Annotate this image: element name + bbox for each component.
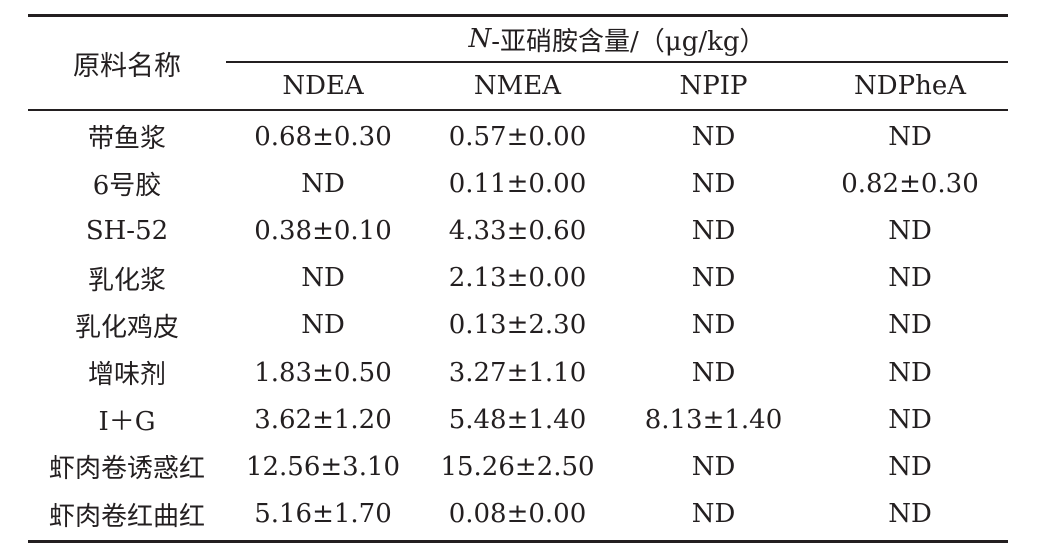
table-cell: 12.56±3.10: [245, 451, 401, 482]
row-name: 虾肉卷诱惑红: [48, 454, 205, 485]
row-name: 乳化鸡皮: [74, 312, 179, 343]
row-name: 虾肉卷红曲红: [48, 501, 205, 532]
group-title-italic: N: [468, 24, 492, 54]
table-cell: ND: [888, 451, 932, 482]
table-cell: ND: [691, 215, 736, 246]
table-cell: 4.33±0.60: [448, 215, 587, 246]
table-row: 虾肉卷红曲红 5.16±1.70 0.08±0.00 ND ND: [28, 491, 1008, 538]
table-cell: 0.11±0.00: [448, 168, 587, 199]
data-table: 原料名称 N -亚硝胺含量/（μg/kg） NDEA NMEA NPIP NDPh…: [28, 14, 1008, 543]
row-name: SH-52: [85, 215, 169, 246]
table-cell: ND: [888, 357, 932, 388]
table-cell: ND: [301, 168, 345, 199]
row-name: 6号胶: [92, 171, 162, 202]
table-row: 乳化鸡皮 ND 0.13±2.30 ND ND: [28, 302, 1008, 349]
table-cell: ND: [888, 121, 932, 152]
column-header: NMEA: [473, 71, 562, 101]
table-cell: ND: [691, 168, 736, 199]
table-cell: 5.16±1.70: [254, 499, 392, 530]
table-cell: ND: [888, 499, 932, 530]
row-name: 乳化浆: [87, 265, 166, 296]
table-cell: 0.68±0.30: [254, 121, 392, 152]
table-row: 带鱼浆 0.68±0.30 0.57±0.00 ND ND: [28, 113, 1008, 160]
table-header: 原料名称 N -亚硝胺含量/（μg/kg） NDEA NMEA NPIP NDPh…: [28, 17, 1008, 111]
table-row: SH-52 0.38±0.10 4.33±0.60 ND ND: [28, 207, 1008, 254]
table-cell: ND: [888, 404, 932, 435]
table-row: 增味剂 1.83±0.50 3.27±1.10 ND ND: [28, 349, 1008, 396]
table-cell: ND: [691, 263, 736, 294]
table-cell: 3.62±1.20: [254, 404, 392, 435]
column-group: N -亚硝胺含量/（μg/kg） NDEA NMEA NPIP NDPheA: [226, 17, 1008, 109]
row-name: I＋G: [98, 407, 156, 438]
table-row: 6号胶 ND 0.11±0.00 ND 0.82±0.30: [28, 160, 1008, 207]
table-cell: 1.83±0.50: [254, 357, 392, 388]
table-cell: 5.48±1.40: [448, 404, 587, 435]
table-cell: ND: [691, 451, 736, 482]
table-cell: ND: [301, 263, 345, 294]
table-cell: 15.26±2.50: [440, 451, 595, 482]
table-cell: ND: [691, 357, 736, 388]
table-cell: 0.13±2.30: [448, 310, 587, 341]
table-cell: ND: [888, 310, 932, 341]
table-cell: ND: [691, 499, 736, 530]
row-name: 带鱼浆: [87, 124, 166, 155]
table-cell: 0.82±0.30: [841, 168, 979, 199]
column-header: NPIP: [679, 71, 748, 101]
row-header-cell: 原料名称: [73, 50, 181, 82]
table-cell: ND: [691, 121, 736, 152]
table-row: I＋G 3.62±1.20 5.48±1.40 8.13±1.40 ND: [28, 396, 1008, 443]
table-cell: 0.38±0.10: [254, 215, 392, 246]
table-cell: ND: [888, 263, 932, 294]
table-row: 乳化浆 ND 2.13±0.00 ND ND: [28, 255, 1008, 302]
table-cell: 3.27±1.10: [448, 357, 587, 388]
table-row: 虾肉卷诱惑红 12.56±3.10 15.26±2.50 ND ND: [28, 443, 1008, 490]
table-cell: ND: [888, 215, 932, 246]
table-cell: 0.57±0.00: [448, 121, 587, 152]
table-cell: 0.08±0.00: [448, 499, 587, 530]
column-header: NDPheA: [854, 71, 966, 101]
table-cell: ND: [691, 310, 736, 341]
column-header: NDEA: [282, 71, 364, 101]
table-cell: 8.13±1.40: [644, 404, 783, 435]
row-name: 增味剂: [87, 360, 166, 391]
group-title-text: -亚硝胺含量/（μg/kg）: [491, 26, 766, 57]
table-cell: ND: [301, 310, 345, 341]
table-body: 带鱼浆 0.68±0.30 0.57±0.00 ND ND 6号胶 ND 0.1…: [28, 111, 1008, 540]
column-headers: NDEA NMEA NPIP NDPheA: [226, 63, 1008, 109]
column-group-title: N -亚硝胺含量/（μg/kg）: [226, 17, 1008, 63]
table-cell: 2.13±0.00: [448, 263, 587, 294]
